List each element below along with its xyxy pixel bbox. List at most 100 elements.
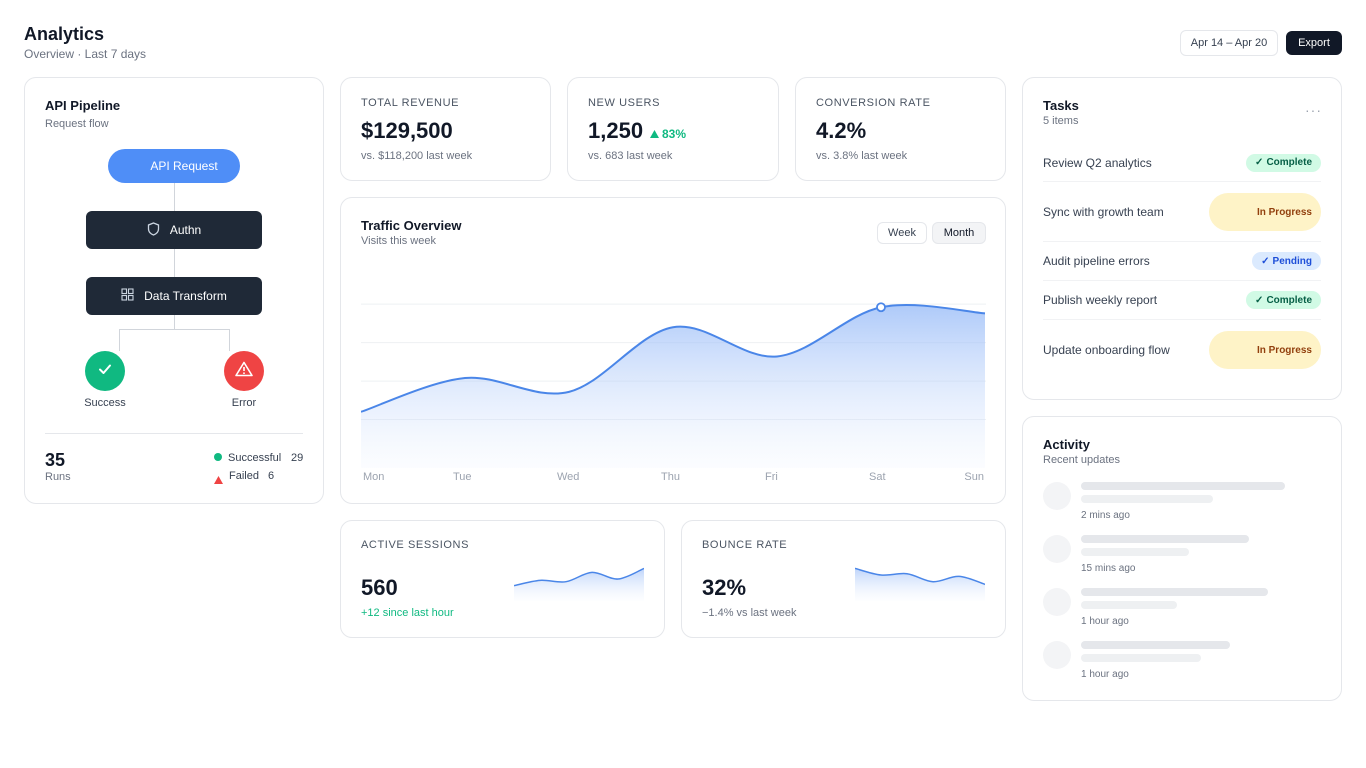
skeleton-line — [1081, 482, 1285, 490]
activity-time: 2 mins ago — [1081, 510, 1130, 521]
task-label: Publish weekly report — [1043, 293, 1158, 307]
legend-failed-count: 6 — [268, 470, 275, 482]
connector — [174, 249, 175, 277]
sessions-sparkline — [514, 567, 644, 601]
node-success[interactable] — [85, 351, 125, 391]
kpi-value: 1,250 — [588, 118, 644, 143]
kpi-label: TOTAL REVENUE — [361, 97, 460, 109]
date-range-button[interactable]: Apr 14 – Apr 20 — [1180, 30, 1278, 56]
node-authn[interactable]: Authn — [86, 211, 262, 249]
status-badge: In Progress — [1209, 193, 1321, 231]
data-point — [876, 302, 886, 313]
skeleton-line — [1081, 588, 1268, 596]
skeleton-line — [1081, 641, 1230, 649]
kpi-card-users: NEW USERS 1,250 83% vs. 683 last week — [567, 77, 779, 181]
node-error[interactable] — [224, 351, 264, 391]
kpi-value: $129,500 — [361, 118, 453, 143]
success-dot-icon — [214, 453, 222, 461]
tasks-card: Tasks 5 items ··· Review Q2 analytics ✓ C… — [1022, 77, 1342, 400]
more-icon[interactable]: ··· — [1305, 102, 1322, 118]
sparkline-area — [514, 568, 644, 601]
check-icon: ✓ — [1255, 294, 1264, 306]
sparkline-area — [855, 568, 985, 601]
toggle-month[interactable]: Month — [932, 222, 986, 244]
runs-label: Runs — [45, 471, 71, 483]
page-title: Analytics — [24, 24, 105, 44]
x-axis: Mon Tue Wed Thu Fri Sat Sun — [361, 471, 986, 485]
kpi-card-revenue: TOTAL REVENUE $129,500 vs. $118,200 last… — [340, 77, 551, 181]
check-icon: ✓ — [1255, 157, 1264, 168]
task-row[interactable]: Audit pipeline errors ✓ Pending — [1043, 242, 1321, 281]
export-button[interactable]: Export — [1286, 31, 1342, 55]
kpi-sub: +12 since last hour — [361, 607, 454, 619]
task-row[interactable]: Review Q2 analytics ✓ Complete — [1043, 144, 1321, 182]
traffic-title: Traffic Overview — [361, 218, 462, 233]
traffic-area-chart — [361, 302, 986, 468]
page-subtitle: Overview · Last 7 days — [24, 47, 147, 61]
task-label: Update onboarding flow — [1043, 343, 1170, 357]
kpi-value: 4.2% — [816, 118, 867, 143]
bounce-sparkline — [855, 567, 985, 601]
kpi-label: BOUNCE RATE — [702, 539, 788, 551]
pipeline-subtitle: Request flow — [45, 118, 109, 130]
shield-icon — [147, 221, 160, 239]
node-success-label: Success — [84, 397, 126, 409]
node-label: API Request — [150, 159, 218, 173]
pipeline-title: API Pipeline — [45, 98, 121, 113]
series-area — [361, 304, 985, 468]
activity-time: 15 mins ago — [1081, 563, 1136, 574]
skeleton-line — [1081, 535, 1249, 543]
avatar — [1043, 641, 1071, 669]
skeleton-line — [1081, 548, 1189, 556]
task-row[interactable]: Sync with growth team In Progress — [1043, 183, 1321, 242]
active-sessions-card: ACTIVE SESSIONS 560 +12 since last hour — [340, 520, 665, 638]
activity-time: 1 hour ago — [1081, 669, 1129, 680]
kpi-label: CONVERSION RATE — [816, 97, 931, 109]
status-badge: ✓ Pending — [1252, 252, 1321, 270]
arrow-up-icon — [650, 130, 659, 138]
divider — [45, 433, 303, 434]
node-label: Authn — [169, 223, 202, 237]
kpi-sub: vs. $118,200 last week — [361, 150, 473, 162]
x-tick-label: Thu — [661, 471, 680, 483]
activity-title: Activity — [1043, 437, 1090, 452]
sparkline-line — [514, 567, 644, 587]
tasks-count: 5 items — [1043, 115, 1079, 127]
check-icon: ✓ — [1261, 255, 1270, 267]
connector — [229, 329, 230, 351]
tasks-title: Tasks — [1043, 98, 1079, 113]
check-icon — [97, 361, 113, 382]
x-tick-label: Wed — [557, 471, 580, 483]
kpi-label: NEW USERS — [588, 97, 661, 109]
status-badge: ✓ Complete — [1246, 153, 1321, 172]
traffic-overview-card: Traffic Overview Visits this week Week M… — [340, 197, 1006, 504]
warning-icon — [235, 361, 253, 382]
activity-card: Activity Recent updates 2 mins ago 15 mi… — [1022, 416, 1342, 701]
skeleton-line — [1081, 654, 1201, 662]
toggle-week[interactable]: Week — [877, 222, 927, 244]
activity-time: 1 hour ago — [1081, 616, 1129, 627]
skeleton-line — [1081, 601, 1177, 609]
connector — [119, 329, 120, 351]
bounce-rate-card: BOUNCE RATE 32% −1.4% vs last week — [681, 520, 1006, 638]
connector — [174, 315, 175, 329]
node-error-label: Error — [231, 397, 257, 409]
task-label: Sync with growth team — [1043, 205, 1164, 219]
node-data-transform[interactable]: Data Transform — [86, 277, 262, 315]
task-row[interactable]: Update onboarding flow In Progress — [1043, 320, 1321, 380]
avatar — [1043, 588, 1071, 616]
sparkline-line — [855, 567, 985, 586]
legend-failed-label: Failed — [229, 470, 259, 482]
task-row[interactable]: Publish weekly report ✓ Complete — [1043, 281, 1321, 320]
avatar — [1043, 482, 1071, 510]
x-tick-label: Mon — [363, 471, 385, 483]
legend-successful-label: Successful — [228, 452, 282, 464]
x-tick-label: Sat — [869, 471, 886, 483]
kpi-value: 32% — [702, 575, 747, 600]
kpi-delta-value: 83% — [662, 127, 687, 141]
legend-successful-count: 29 — [291, 452, 304, 464]
avatar — [1043, 535, 1071, 563]
status-badge: ✓ Complete — [1246, 291, 1321, 309]
node-api-request[interactable]: API Request — [108, 149, 240, 183]
kpi-sub: vs. 3.8% last week — [816, 150, 908, 162]
